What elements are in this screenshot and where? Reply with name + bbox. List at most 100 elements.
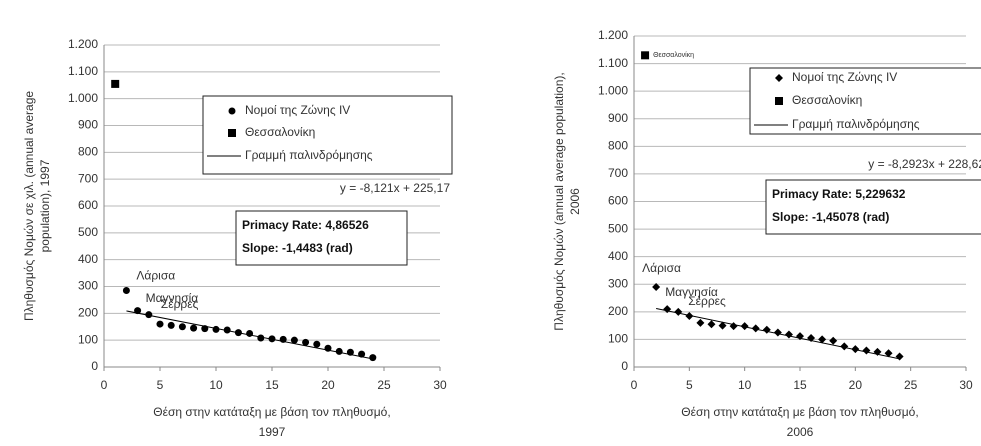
y-tick-label: 900	[78, 118, 98, 132]
y-axis-title: population), 1997	[38, 159, 52, 252]
x-axis-title: 1997	[259, 425, 286, 439]
point	[369, 354, 377, 362]
point-label: Μαγνησία	[665, 285, 718, 299]
x-tick-label: 10	[209, 378, 223, 392]
point	[707, 320, 716, 329]
note-text: Primacy Rate: 5,229632	[772, 187, 906, 201]
x-tick-label: 25	[377, 378, 391, 392]
point	[246, 329, 254, 337]
x-axis-title: Θέση στην κατάταξη με βάση τον πληθυσμό,	[681, 405, 918, 419]
chart: 01002003004005006007008009001.0001.1001.…	[22, 37, 453, 439]
chart: 01002003004005006007008009001.0001.1001.…	[552, 28, 981, 439]
point	[773, 328, 782, 337]
point	[718, 321, 727, 330]
x-tick-label: 30	[959, 378, 973, 392]
y-tick-label: 0	[91, 359, 98, 373]
y-tick-label: 400	[78, 252, 98, 266]
legend-marker	[775, 74, 783, 82]
y-tick-label: 300	[78, 279, 98, 293]
x-axis-title: Θέση στην κατάταξη με βάση τον πληθυσμό,	[153, 405, 390, 419]
x-tick-label: 20	[321, 378, 335, 392]
point	[223, 326, 231, 334]
x-tick-label: 0	[101, 378, 108, 392]
y-tick-label: 600	[608, 194, 628, 208]
point	[818, 335, 827, 344]
x-tick-label: 20	[849, 378, 863, 392]
note-box	[765, 179, 981, 235]
legend-label: Θεσσαλονίκη	[792, 93, 862, 107]
y-tick-label: 1.000	[68, 91, 98, 105]
x-tick-label: 5	[157, 378, 164, 392]
point	[829, 336, 838, 345]
point	[178, 323, 186, 331]
note-text: Slope: -1,45078 (rad)	[772, 210, 889, 224]
legend-marker	[228, 107, 236, 115]
y-tick-label: 1.100	[68, 64, 98, 78]
point	[122, 287, 130, 295]
point-label: Θεσσαλονίκη	[653, 51, 694, 59]
x-tick-label: 25	[904, 378, 918, 392]
y-tick-label: 1.200	[68, 37, 98, 51]
y-tick-label: 300	[608, 276, 628, 290]
legend-label: Γραμμή παλινδρόμησης	[245, 148, 373, 162]
y-axis-title: 2006	[568, 188, 582, 215]
point	[674, 307, 683, 316]
point	[696, 318, 705, 327]
legend-marker	[228, 129, 236, 137]
equation: y = -8,121x + 225,17	[340, 181, 450, 195]
y-tick-label: 1.000	[598, 83, 628, 97]
y-tick-label: 100	[78, 332, 98, 346]
point	[751, 324, 760, 333]
point	[641, 51, 650, 60]
y-tick-label: 500	[78, 225, 98, 239]
x-axis-title: 2006	[787, 425, 814, 439]
point	[302, 338, 310, 346]
y-tick-label: 500	[608, 221, 628, 235]
point	[851, 345, 860, 354]
legend-label: Θεσσαλονίκη	[245, 125, 315, 139]
point	[784, 330, 793, 339]
regression-line	[656, 308, 900, 360]
point	[190, 324, 198, 332]
point-label: Σέρρες	[161, 297, 199, 311]
point	[290, 336, 298, 344]
point	[884, 349, 893, 358]
x-tick-label: 30	[433, 378, 447, 392]
point	[335, 347, 343, 355]
equation: y = -8,2923x + 228,62	[868, 157, 981, 171]
point	[740, 322, 749, 331]
y-tick-label: 1.200	[598, 28, 628, 42]
point	[895, 352, 904, 361]
y-tick-label: 1.100	[598, 56, 628, 70]
point-label: Λάρισα	[136, 269, 175, 283]
point	[652, 283, 661, 292]
legend-marker	[775, 97, 783, 105]
point	[313, 340, 321, 348]
regression-line	[126, 310, 373, 360]
y-tick-label: 400	[608, 249, 628, 263]
point	[167, 321, 175, 329]
note-text: Slope: -1,4483 (rad)	[242, 241, 353, 255]
x-tick-label: 0	[631, 378, 638, 392]
point-label: Μαγνησία	[146, 291, 199, 305]
point	[145, 311, 153, 319]
legend-label: Γραμμή παλινδρόμησης	[792, 117, 920, 131]
y-tick-label: 0	[621, 359, 628, 373]
point	[729, 322, 738, 331]
y-tick-label: 200	[608, 304, 628, 318]
y-tick-label: 800	[608, 139, 628, 153]
y-axis-title: Πληθυσμός Νομών (annual average populati…	[552, 72, 566, 330]
y-tick-label: 600	[78, 198, 98, 212]
x-tick-label: 10	[738, 378, 752, 392]
point	[156, 320, 164, 328]
y-tick-label: 900	[608, 111, 628, 125]
y-tick-label: 700	[78, 171, 98, 185]
point	[111, 79, 120, 88]
point	[685, 311, 694, 320]
y-tick-label: 700	[608, 166, 628, 180]
legend-label: Νομοί της Ζώνης IV	[245, 103, 350, 117]
note-text: Primacy Rate: 4,86526	[242, 218, 369, 232]
point	[862, 346, 871, 355]
point-label: Σέρρες	[688, 294, 726, 308]
